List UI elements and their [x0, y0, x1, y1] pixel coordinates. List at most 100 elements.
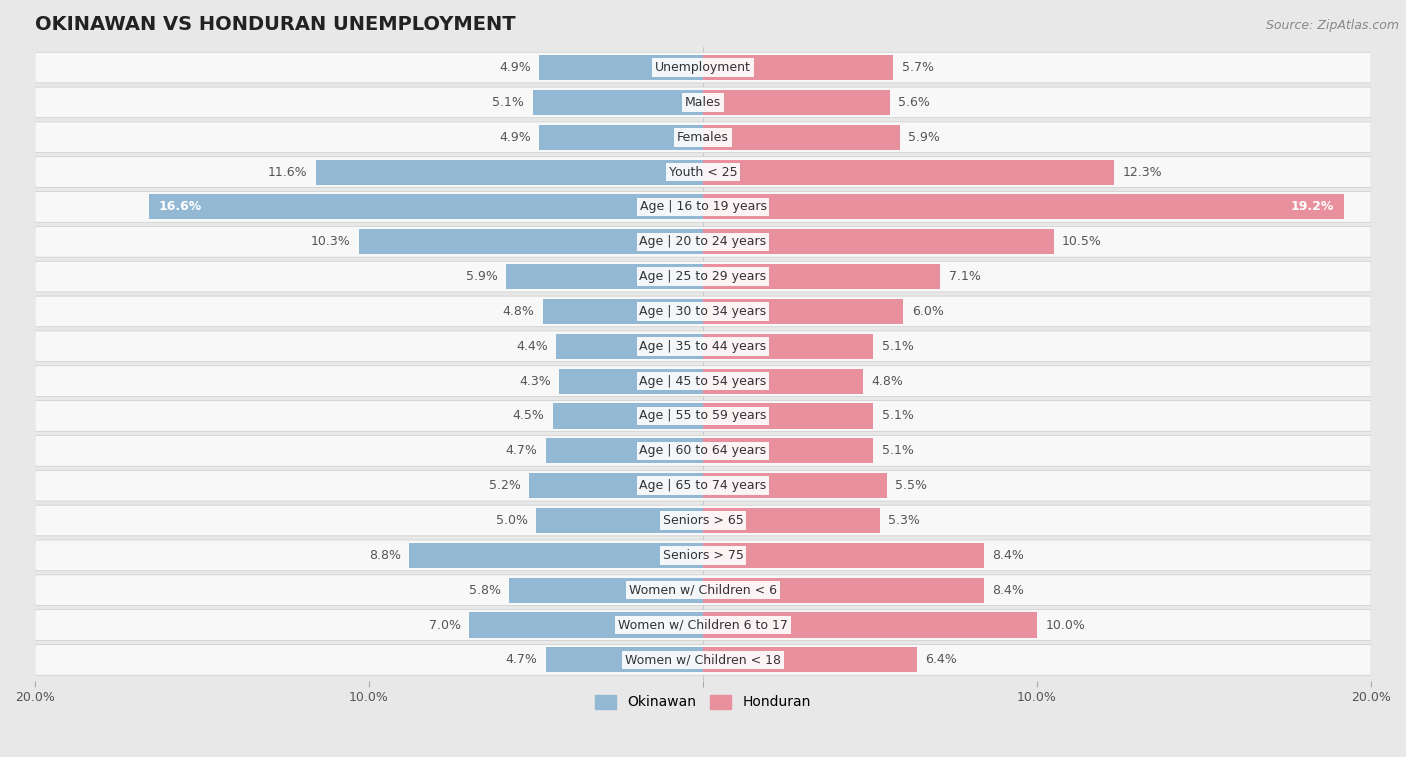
FancyBboxPatch shape: [35, 87, 1371, 118]
Text: 4.4%: 4.4%: [516, 340, 548, 353]
FancyBboxPatch shape: [35, 296, 1371, 327]
Bar: [703, 403, 873, 428]
FancyBboxPatch shape: [35, 505, 1371, 536]
Text: Women w/ Children < 18: Women w/ Children < 18: [626, 653, 780, 666]
Text: Seniors > 75: Seniors > 75: [662, 549, 744, 562]
Text: 5.6%: 5.6%: [898, 96, 931, 109]
Text: 4.7%: 4.7%: [506, 444, 537, 457]
Text: 7.1%: 7.1%: [949, 270, 980, 283]
Bar: [540, 125, 703, 150]
Bar: [553, 403, 703, 428]
Text: 5.7%: 5.7%: [901, 61, 934, 74]
FancyBboxPatch shape: [35, 331, 1371, 362]
Text: 5.1%: 5.1%: [882, 410, 914, 422]
Text: Age | 25 to 29 years: Age | 25 to 29 years: [640, 270, 766, 283]
Text: 4.8%: 4.8%: [502, 305, 534, 318]
Text: 8.4%: 8.4%: [993, 549, 1024, 562]
Text: 4.8%: 4.8%: [872, 375, 904, 388]
FancyBboxPatch shape: [35, 366, 1371, 397]
Bar: [703, 334, 873, 359]
FancyBboxPatch shape: [35, 435, 1371, 466]
Text: 5.0%: 5.0%: [496, 514, 527, 527]
Bar: [506, 264, 703, 289]
Bar: [470, 612, 703, 637]
Text: Males: Males: [685, 96, 721, 109]
Bar: [543, 299, 703, 324]
Bar: [409, 543, 703, 568]
Bar: [703, 612, 1038, 637]
Text: 5.5%: 5.5%: [896, 479, 927, 492]
Text: Age | 45 to 54 years: Age | 45 to 54 years: [640, 375, 766, 388]
Text: 5.9%: 5.9%: [465, 270, 498, 283]
Bar: [703, 369, 863, 394]
Bar: [509, 578, 703, 603]
Text: Age | 60 to 64 years: Age | 60 to 64 years: [640, 444, 766, 457]
Bar: [703, 195, 1344, 220]
Bar: [533, 90, 703, 115]
FancyBboxPatch shape: [35, 540, 1371, 571]
Bar: [546, 438, 703, 463]
Text: 6.0%: 6.0%: [911, 305, 943, 318]
Text: 5.1%: 5.1%: [882, 340, 914, 353]
Text: 6.4%: 6.4%: [925, 653, 957, 666]
Bar: [703, 229, 1053, 254]
FancyBboxPatch shape: [35, 400, 1371, 431]
Text: 5.1%: 5.1%: [882, 444, 914, 457]
Bar: [540, 55, 703, 80]
FancyBboxPatch shape: [35, 157, 1371, 188]
Bar: [149, 195, 703, 220]
Bar: [703, 473, 887, 498]
Text: 10.0%: 10.0%: [1046, 618, 1085, 631]
Text: Age | 20 to 24 years: Age | 20 to 24 years: [640, 235, 766, 248]
Text: 10.5%: 10.5%: [1062, 235, 1102, 248]
Text: 4.5%: 4.5%: [512, 410, 544, 422]
Bar: [555, 334, 703, 359]
Bar: [703, 160, 1114, 185]
FancyBboxPatch shape: [35, 226, 1371, 257]
FancyBboxPatch shape: [35, 122, 1371, 153]
Text: Source: ZipAtlas.com: Source: ZipAtlas.com: [1265, 19, 1399, 32]
FancyBboxPatch shape: [35, 261, 1371, 292]
Text: 4.9%: 4.9%: [499, 61, 531, 74]
Bar: [703, 508, 880, 533]
Text: 16.6%: 16.6%: [159, 201, 202, 213]
Text: Seniors > 65: Seniors > 65: [662, 514, 744, 527]
Text: 4.3%: 4.3%: [519, 375, 551, 388]
Bar: [359, 229, 703, 254]
FancyBboxPatch shape: [35, 575, 1371, 606]
Text: 10.3%: 10.3%: [311, 235, 350, 248]
Bar: [703, 90, 890, 115]
Text: Age | 65 to 74 years: Age | 65 to 74 years: [640, 479, 766, 492]
Text: Age | 35 to 44 years: Age | 35 to 44 years: [640, 340, 766, 353]
Text: 19.2%: 19.2%: [1291, 201, 1334, 213]
Bar: [560, 369, 703, 394]
Bar: [546, 647, 703, 672]
Bar: [536, 508, 703, 533]
Text: 8.8%: 8.8%: [368, 549, 401, 562]
Bar: [703, 125, 900, 150]
Bar: [529, 473, 703, 498]
Bar: [703, 55, 893, 80]
Legend: Okinawan, Honduran: Okinawan, Honduran: [591, 689, 815, 715]
Bar: [703, 299, 904, 324]
Text: Unemployment: Unemployment: [655, 61, 751, 74]
Text: Age | 16 to 19 years: Age | 16 to 19 years: [640, 201, 766, 213]
FancyBboxPatch shape: [35, 470, 1371, 501]
Text: 5.3%: 5.3%: [889, 514, 921, 527]
FancyBboxPatch shape: [35, 52, 1371, 83]
Text: 5.1%: 5.1%: [492, 96, 524, 109]
Text: 4.9%: 4.9%: [499, 131, 531, 144]
Text: 11.6%: 11.6%: [267, 166, 307, 179]
Text: Age | 55 to 59 years: Age | 55 to 59 years: [640, 410, 766, 422]
FancyBboxPatch shape: [35, 192, 1371, 223]
Bar: [703, 264, 941, 289]
Bar: [703, 543, 984, 568]
Bar: [703, 438, 873, 463]
Text: 12.3%: 12.3%: [1122, 166, 1161, 179]
Text: 5.9%: 5.9%: [908, 131, 941, 144]
FancyBboxPatch shape: [35, 644, 1371, 675]
Text: 8.4%: 8.4%: [993, 584, 1024, 597]
Text: Women w/ Children < 6: Women w/ Children < 6: [628, 584, 778, 597]
Text: OKINAWAN VS HONDURAN UNEMPLOYMENT: OKINAWAN VS HONDURAN UNEMPLOYMENT: [35, 15, 516, 34]
Text: 7.0%: 7.0%: [429, 618, 461, 631]
